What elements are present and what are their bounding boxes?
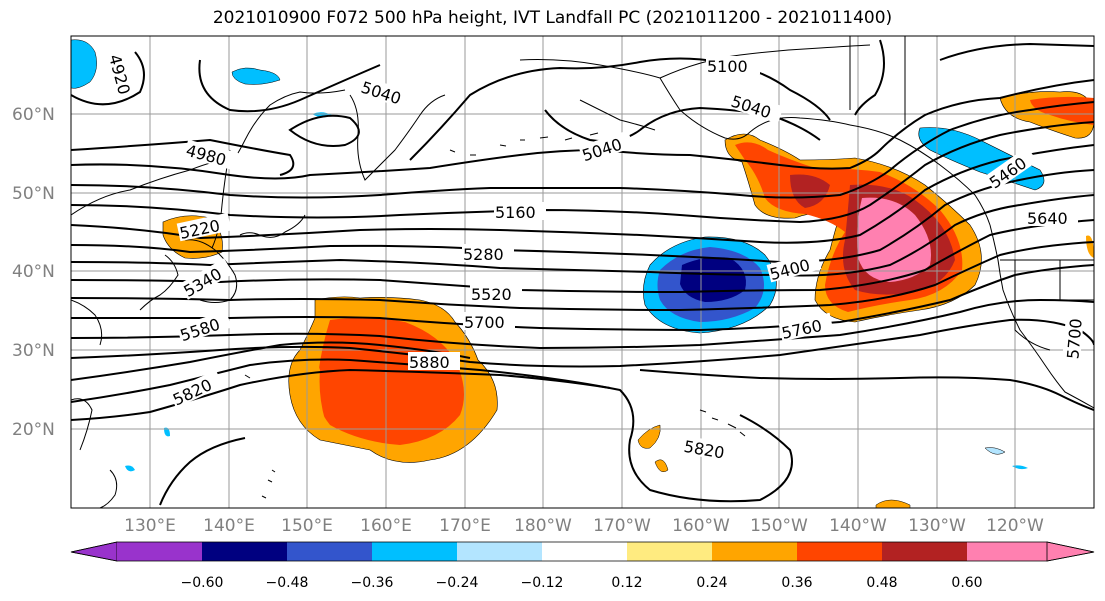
colorbar-bin xyxy=(372,542,457,561)
colorbar-bin xyxy=(882,542,967,561)
lon-tick-label: 180°W xyxy=(514,516,572,536)
colorbar-tick-label: 0.48 xyxy=(866,575,897,591)
colorbar-bin xyxy=(967,542,1047,561)
colorbar xyxy=(70,541,1095,562)
lat-tick-labels: 60°N 50°N 40°N 30°N 20°N xyxy=(12,105,55,440)
colorbar-tick-label: 0.60 xyxy=(951,575,982,591)
colorbar-tick-label: −0.60 xyxy=(181,575,224,591)
colorbar-bin xyxy=(117,542,202,561)
lon-tick-label: 140°E xyxy=(203,516,255,536)
lon-tick-label: 170°W xyxy=(593,516,651,536)
lat-tick-label: 50°N xyxy=(12,184,55,204)
colorbar-tick-label: −0.12 xyxy=(521,575,564,591)
colorbar-tick-label: 0.12 xyxy=(611,575,642,591)
lat-tick-label: 20°N xyxy=(12,420,55,440)
ivt-positive-small-blobs xyxy=(340,297,911,508)
contour-label: 5700 xyxy=(464,313,505,332)
colorbar-extend-max xyxy=(1046,541,1095,562)
colorbar-tick-label: 0.24 xyxy=(696,575,727,591)
colorbar-bin xyxy=(797,542,882,561)
colorbar-tick-label: 0.36 xyxy=(781,575,812,591)
colorbar-tick-label: −0.48 xyxy=(266,575,309,591)
ivt-negative-small-blobs xyxy=(71,39,1028,472)
contour-label: 5280 xyxy=(463,245,504,264)
colorbar-bin xyxy=(627,542,712,561)
colorbar-bin xyxy=(542,542,627,561)
map-border xyxy=(70,35,1095,509)
colorbar-tick-label: −0.36 xyxy=(351,575,394,591)
colorbar-bin xyxy=(712,542,797,561)
colorbar-tick-labels: −0.60 −0.48 −0.36 −0.24 −0.12 0.12 0.24 … xyxy=(181,575,983,591)
contour-label: 5520 xyxy=(471,285,512,304)
lon-tick-label: 120°W xyxy=(986,516,1044,536)
colorbar-tick-label: −0.24 xyxy=(436,575,479,591)
contour-label: 5100 xyxy=(707,57,748,76)
lon-tick-label: 160°W xyxy=(672,516,730,536)
lon-tick-label: 150°W xyxy=(750,516,808,536)
lat-tick-label: 40°N xyxy=(12,262,55,282)
colorbar-bin xyxy=(202,542,287,561)
height-contours xyxy=(71,39,1094,506)
lon-tick-label: 150°E xyxy=(281,516,333,536)
contour-label: 5640 xyxy=(1027,209,1068,228)
lat-tick-label: 30°N xyxy=(12,341,55,361)
lon-tick-labels: 130°E 140°E 150°E 160°E 170°E 180°W 170°… xyxy=(124,516,1044,536)
lon-tick-label: 130°E xyxy=(124,516,176,536)
lon-tick-label: 130°W xyxy=(908,516,966,536)
lon-tick-label: 140°W xyxy=(829,516,887,536)
lon-tick-label: 160°E xyxy=(360,516,412,536)
contour-label: 5880 xyxy=(409,353,450,372)
colorbar-outline xyxy=(70,541,1095,562)
contour-label: 5160 xyxy=(495,203,536,222)
colorbar-bin xyxy=(287,542,372,561)
colorbar-extend-min xyxy=(70,541,118,562)
lon-tick-label: 170°E xyxy=(439,516,491,536)
lat-tick-label: 60°N xyxy=(12,105,55,125)
map-title: 2021010900 F072 500 hPa height, IVT Land… xyxy=(212,8,893,28)
colorbar-bin xyxy=(457,542,542,561)
contour-label: 5700 xyxy=(1063,318,1085,360)
